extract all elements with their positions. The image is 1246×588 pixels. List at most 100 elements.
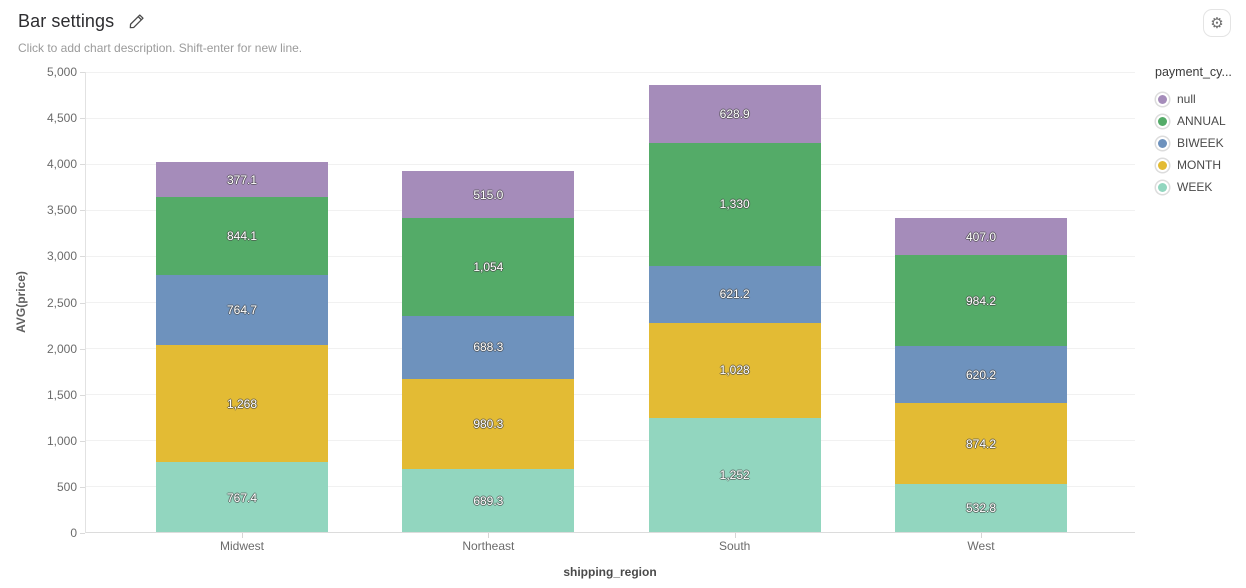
y-tick-label: 3,500 bbox=[46, 203, 77, 218]
legend-item[interactable]: WEEK bbox=[1155, 176, 1246, 198]
plot-area: 767.4 1,268 764.7 844.1 377.1 689.3 980.3 688.3… bbox=[85, 71, 1135, 533]
bar-segment[interactable]: 1,028 bbox=[648, 322, 821, 418]
bar-value-label: 688.3 bbox=[473, 340, 504, 355]
pencil-icon bbox=[129, 14, 144, 29]
bar-value-label: 377.1 bbox=[226, 172, 258, 187]
bar-segment[interactable]: 407.0 bbox=[894, 217, 1067, 256]
page-title[interactable]: Bar settings bbox=[18, 11, 115, 31]
y-tick-label: 4,000 bbox=[46, 157, 77, 172]
y-tick-mark bbox=[80, 210, 85, 212]
legend-item-label: null bbox=[1177, 92, 1196, 106]
bar-segment[interactable]: 620.2 bbox=[894, 346, 1067, 404]
y-tick-label: 2,500 bbox=[46, 295, 77, 310]
x-tick-mark bbox=[734, 533, 736, 538]
y-axis-line bbox=[85, 72, 86, 533]
y-tick-mark bbox=[80, 348, 85, 350]
chart-description-placeholder[interactable]: Click to add chart description. Shift-en… bbox=[18, 41, 303, 55]
legend-title: payment_cy... bbox=[1155, 65, 1232, 79]
bar-value-label: 620.2 bbox=[965, 367, 996, 382]
y-gridline bbox=[85, 117, 1135, 119]
x-tick-label: West bbox=[967, 539, 995, 553]
bar-segment[interactable]: 532.8 bbox=[894, 483, 1067, 533]
legend-marker-icon bbox=[1158, 94, 1167, 104]
bar-segment[interactable]: 874.2 bbox=[894, 403, 1067, 484]
bar-segment[interactable]: 621.2 bbox=[648, 265, 821, 323]
legend-item-label: WEEK bbox=[1177, 180, 1213, 194]
bar-segment[interactable]: 767.4 bbox=[156, 462, 328, 533]
y-tick-mark bbox=[80, 486, 85, 488]
chart-settings-button[interactable]: ⚙ bbox=[1203, 9, 1231, 37]
x-tick-label: Northeast bbox=[462, 539, 515, 553]
x-tick-mark bbox=[980, 533, 982, 538]
x-tick-mark bbox=[488, 533, 490, 538]
bar-segment[interactable]: 844.1 bbox=[156, 197, 328, 275]
y-tick-label: 500 bbox=[56, 479, 77, 494]
y-tick-mark bbox=[80, 256, 85, 258]
y-tick-label: 0 bbox=[70, 526, 77, 540]
gear-icon: ⚙ bbox=[1210, 13, 1224, 32]
y-tick-label: 1,000 bbox=[46, 433, 77, 448]
bar-value-label: 532.8 bbox=[965, 501, 996, 516]
bar-segment[interactable]: 764.7 bbox=[156, 274, 328, 346]
bar-value-label: 874.2 bbox=[965, 436, 996, 451]
legend-marker-icon bbox=[1158, 182, 1167, 192]
bar-segment[interactable]: 1,054 bbox=[402, 218, 575, 316]
bar-value-label: 689.3 bbox=[473, 494, 504, 509]
y-gridline bbox=[85, 163, 1135, 165]
x-tick-label: Midwest bbox=[219, 539, 264, 553]
y-gridline bbox=[85, 255, 1135, 257]
y-tick-label: 3,000 bbox=[46, 249, 77, 264]
y-tick-label: 5,000 bbox=[46, 65, 77, 79]
y-tick-mark bbox=[80, 164, 85, 166]
bar-segment[interactable]: 689.3 bbox=[402, 469, 575, 533]
x-tick-label: South bbox=[718, 539, 751, 553]
legend-item-label: ANNUAL bbox=[1177, 114, 1226, 128]
bar-value-label: 1,028 bbox=[719, 363, 750, 378]
bar-segment[interactable]: 1,252 bbox=[648, 417, 821, 533]
y-gridline bbox=[85, 302, 1135, 303]
y-tick-label: 1,500 bbox=[46, 387, 77, 402]
y-tick-mark bbox=[80, 533, 85, 534]
bar-value-label: 1,054 bbox=[473, 260, 504, 275]
bar-value-label: 1,268 bbox=[226, 396, 258, 411]
bar-value-label: 764.7 bbox=[226, 303, 258, 318]
bar-value-label: 984.2 bbox=[965, 293, 996, 308]
y-gridline bbox=[85, 209, 1135, 211]
bar-segment[interactable]: 377.1 bbox=[156, 162, 328, 198]
y-gridline bbox=[85, 348, 1135, 350]
legend-item-label: MONTH bbox=[1177, 158, 1221, 172]
bar-value-label: 407.0 bbox=[965, 229, 996, 244]
bar-segment[interactable]: 980.3 bbox=[402, 379, 575, 470]
x-tick-mark bbox=[242, 533, 243, 538]
legend-item[interactable]: MONTH bbox=[1155, 154, 1246, 176]
bar-segment[interactable]: 688.3 bbox=[402, 315, 575, 380]
y-gridline bbox=[85, 440, 1135, 442]
x-axis-line bbox=[85, 532, 1135, 533]
legend-marker-icon bbox=[1158, 116, 1167, 126]
y-gridline bbox=[85, 486, 1135, 488]
legend-item[interactable]: null bbox=[1155, 88, 1246, 110]
bar-value-label: 621.2 bbox=[719, 287, 750, 302]
legend-items: null ANNUAL BIWEEK MONTH WEEK bbox=[1155, 88, 1246, 198]
bar-segment[interactable]: 515.0 bbox=[402, 170, 575, 219]
bar-value-label: 844.1 bbox=[226, 228, 258, 243]
y-gridline bbox=[85, 394, 1135, 396]
bar-value-label: 628.9 bbox=[719, 106, 750, 121]
bar-segment[interactable]: 984.2 bbox=[894, 255, 1067, 347]
edit-title-button[interactable] bbox=[126, 11, 147, 32]
bar-value-label: 515.0 bbox=[473, 187, 504, 202]
legend-marker-icon bbox=[1158, 138, 1167, 148]
legend-marker-icon bbox=[1158, 160, 1167, 170]
bar-value-label: 1,252 bbox=[719, 468, 750, 483]
y-tick-mark bbox=[80, 72, 85, 73]
legend-item[interactable]: ANNUAL bbox=[1155, 110, 1246, 132]
bar-segment[interactable]: 1,268 bbox=[156, 345, 328, 463]
y-tick-mark bbox=[80, 440, 85, 442]
legend-item-label: BIWEEK bbox=[1177, 136, 1224, 150]
y-tick-mark bbox=[80, 394, 85, 396]
bar-segment[interactable]: 628.9 bbox=[648, 84, 821, 143]
bar-segment[interactable]: 1,330 bbox=[648, 142, 821, 266]
legend-item[interactable]: BIWEEK bbox=[1155, 132, 1246, 154]
